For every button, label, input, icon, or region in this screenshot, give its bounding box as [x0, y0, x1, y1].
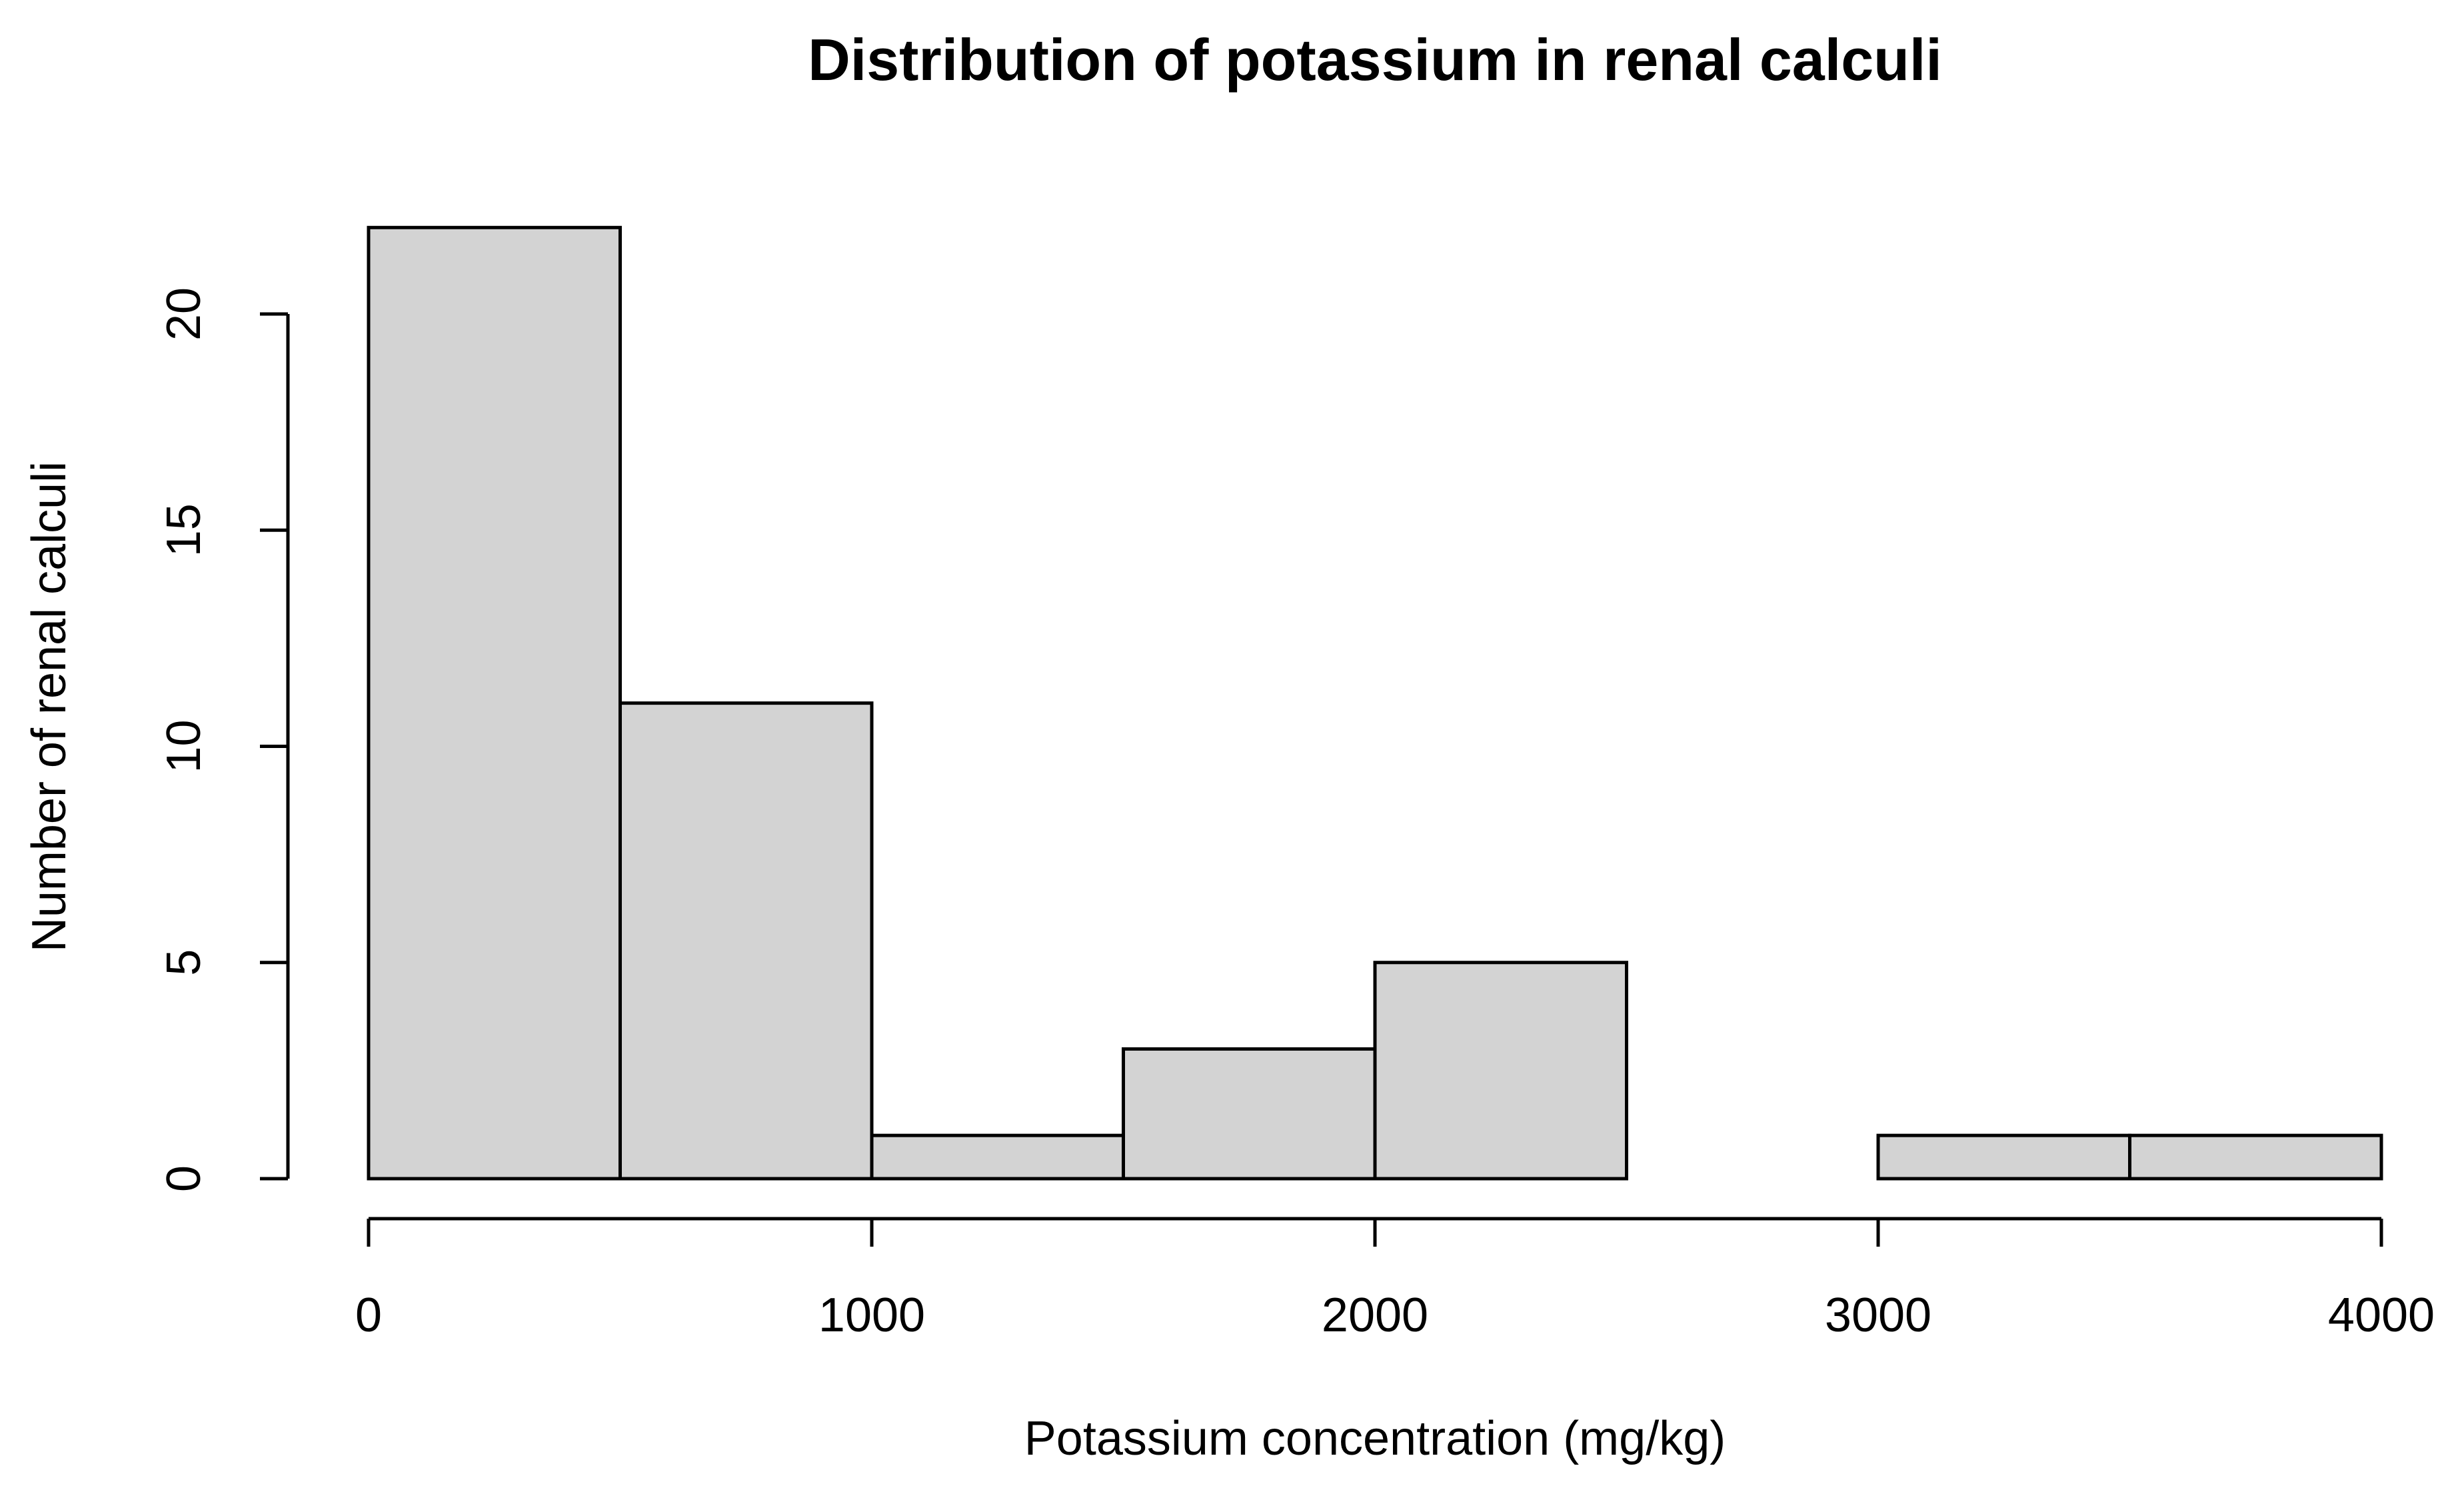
histogram-bar	[1122, 1047, 1377, 1181]
histogram-bar	[618, 701, 874, 1181]
bars-group	[367, 225, 2383, 1181]
histogram-bar	[2128, 1133, 2383, 1181]
y-tick-label: 15	[157, 503, 211, 557]
x-tick-label: 0	[355, 1289, 382, 1342]
histogram-bar	[870, 1133, 1125, 1181]
y-tick-label: 0	[157, 1165, 211, 1192]
x-axis-label: Potassium concentration (mg/kg)	[1024, 1412, 1726, 1465]
histogram-bar	[1373, 961, 1628, 1181]
x-axis-ticks: 0 1000 2000 3000 4000	[355, 1219, 2435, 1342]
y-tick-label: 5	[157, 949, 211, 976]
x-tick-label: 2000	[1322, 1289, 1428, 1342]
y-tick-label: 20	[157, 287, 211, 341]
chart-title: Distribution of potassium in renal calcu…	[808, 27, 1942, 93]
y-axis-ticks: 0 5 10 15 20	[157, 287, 288, 1192]
x-tick-label: 1000	[818, 1289, 925, 1342]
x-tick-label: 3000	[1825, 1289, 1931, 1342]
x-tick-label: 4000	[2328, 1289, 2435, 1342]
y-axis-label: Number of renal calculi	[23, 461, 76, 952]
y-tick-label: 10	[157, 719, 211, 773]
histogram-bar	[367, 225, 622, 1181]
histogram-bar	[1876, 1133, 2131, 1181]
